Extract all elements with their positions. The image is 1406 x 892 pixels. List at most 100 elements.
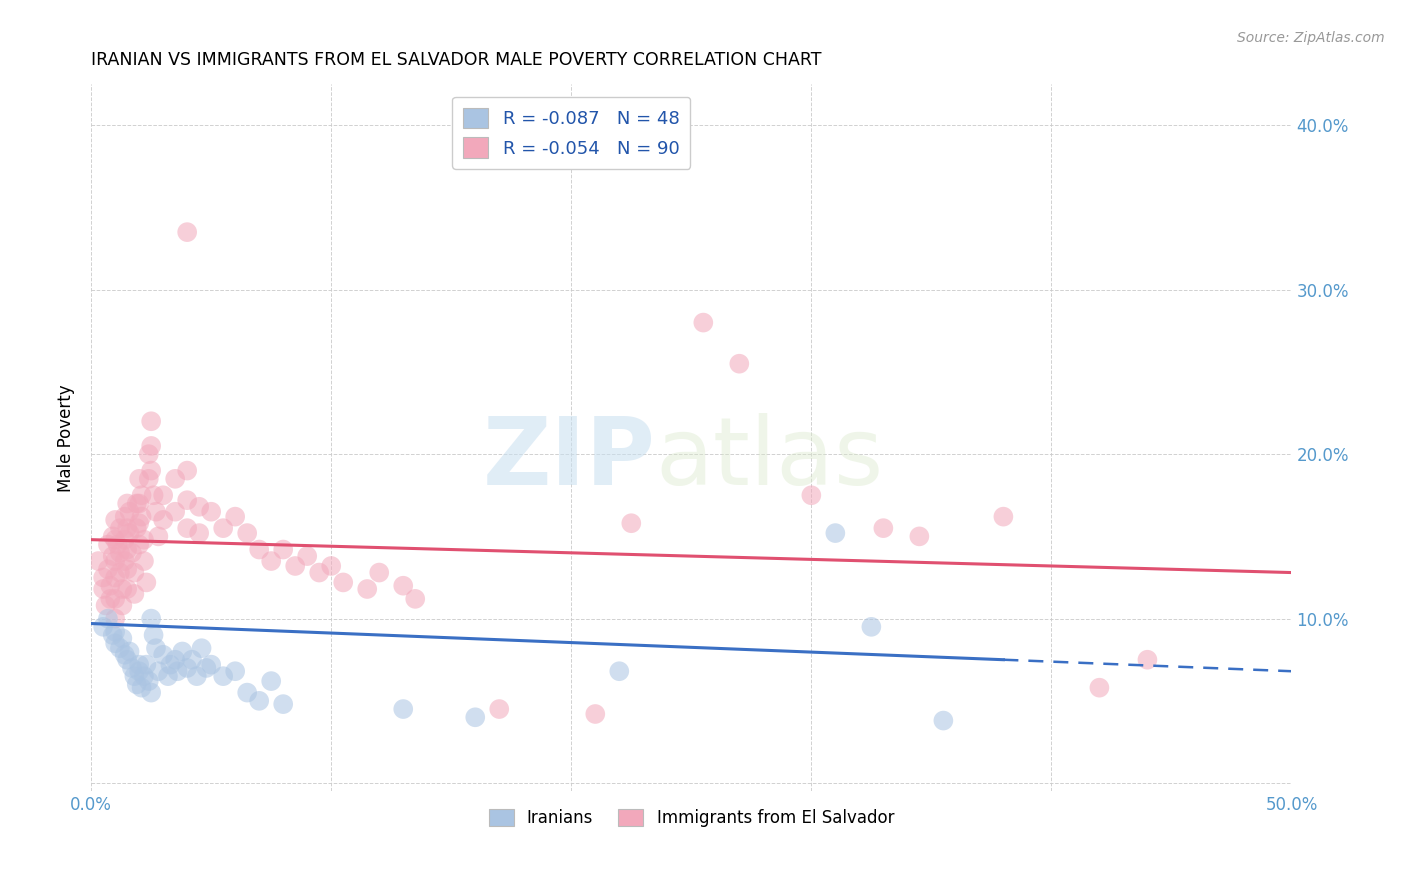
Point [224, 664, 246, 678]
Point [583, 706, 606, 721]
Point [115, 496, 138, 510]
Point [132, 554, 155, 568]
Point [332, 575, 354, 590]
Point [114, 533, 136, 547]
Point [321, 559, 343, 574]
Point [188, 500, 211, 514]
Point [200, 657, 222, 672]
Point [108, 641, 131, 656]
Point [392, 702, 415, 716]
Point [115, 542, 138, 557]
Point [118, 505, 141, 519]
Point [135, 657, 157, 672]
Point [98, 579, 121, 593]
Point [107, 538, 129, 552]
Point [176, 493, 198, 508]
Point [118, 526, 141, 541]
Point [125, 521, 148, 535]
Point [128, 664, 150, 678]
Point [124, 587, 146, 601]
Point [101, 549, 124, 563]
Point [131, 681, 153, 695]
Point [860, 620, 883, 634]
Point [114, 648, 136, 662]
Point [176, 661, 198, 675]
Point [94, 599, 117, 613]
Point [1136, 653, 1159, 667]
Point [271, 542, 294, 557]
Point [121, 661, 143, 675]
Point [104, 636, 127, 650]
Point [131, 509, 153, 524]
Point [128, 516, 150, 531]
Point [392, 579, 415, 593]
Point [124, 566, 146, 580]
Point [165, 653, 187, 667]
Point [101, 628, 124, 642]
Point [141, 612, 163, 626]
Point [152, 513, 174, 527]
Point [165, 472, 187, 486]
Point [620, 516, 643, 531]
Point [872, 521, 894, 535]
Text: ZIP: ZIP [482, 413, 655, 505]
Point [138, 472, 160, 486]
Point [236, 526, 259, 541]
Point [145, 505, 167, 519]
Point [104, 591, 127, 606]
Point [271, 697, 294, 711]
Point [114, 509, 136, 524]
Point [128, 538, 150, 552]
Point [368, 566, 391, 580]
Point [142, 488, 165, 502]
Point [91, 570, 114, 584]
Point [464, 710, 486, 724]
Point [260, 674, 283, 689]
Point [125, 496, 148, 510]
Point [159, 657, 181, 672]
Point [141, 685, 163, 699]
Text: IRANIAN VS IMMIGRANTS FROM EL SALVADOR MALE POVERTY CORRELATION CHART: IRANIAN VS IMMIGRANTS FROM EL SALVADOR M… [91, 51, 821, 69]
Point [141, 414, 163, 428]
Point [152, 648, 174, 662]
Point [104, 624, 127, 639]
Point [101, 529, 124, 543]
Point [141, 464, 163, 478]
Y-axis label: Male Poverty: Male Poverty [58, 384, 75, 491]
Point [224, 509, 246, 524]
Point [138, 674, 160, 689]
Point [190, 641, 212, 656]
Point [104, 554, 127, 568]
Point [97, 562, 120, 576]
Point [908, 529, 931, 543]
Point [488, 702, 510, 716]
Text: atlas: atlas [655, 413, 883, 505]
Point [121, 546, 143, 560]
Point [111, 599, 134, 613]
Point [114, 554, 136, 568]
Point [115, 521, 138, 535]
Point [132, 533, 155, 547]
Point [118, 644, 141, 658]
Point [404, 591, 426, 606]
Point [260, 554, 283, 568]
Point [195, 661, 218, 675]
Point [728, 357, 751, 371]
Point [212, 669, 235, 683]
Point [176, 225, 198, 239]
Point [145, 641, 167, 656]
Point [186, 669, 208, 683]
Point [152, 488, 174, 502]
Point [236, 685, 259, 699]
Point [108, 521, 131, 535]
Point [98, 591, 121, 606]
Point [607, 664, 630, 678]
Point [148, 664, 170, 678]
Point [91, 620, 114, 634]
Point [104, 533, 127, 547]
Point [128, 657, 150, 672]
Point [166, 664, 188, 678]
Point [91, 582, 114, 596]
Text: Source: ZipAtlas.com: Source: ZipAtlas.com [1237, 31, 1385, 45]
Point [308, 566, 330, 580]
